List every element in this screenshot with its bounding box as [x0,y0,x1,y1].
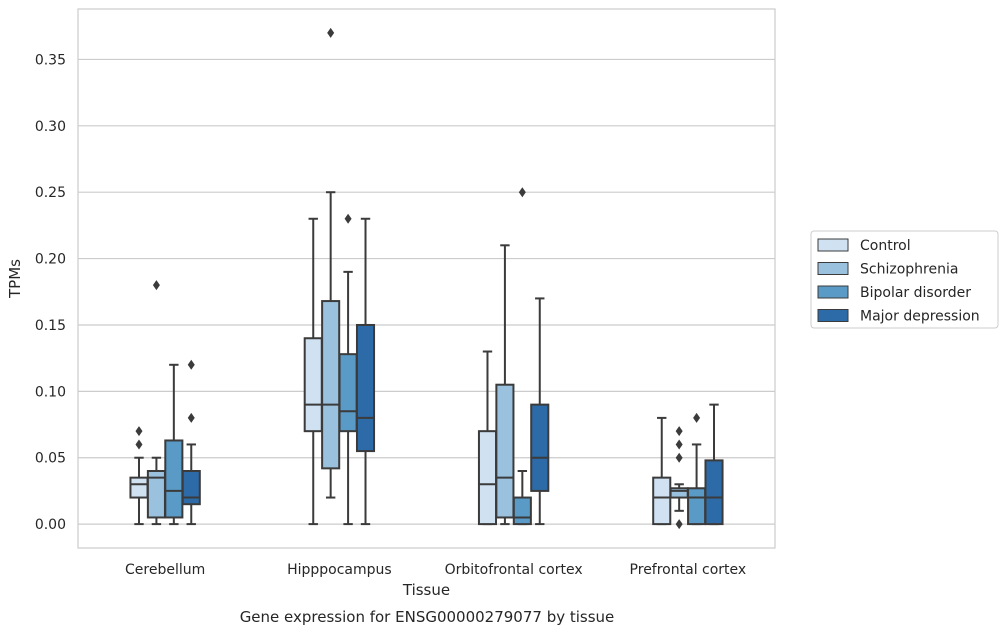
outlier-point [135,426,143,437]
y-tick-labels: 0.00 0.05 0.10 0.15 0.20 0.25 0.30 0.35 [35,52,66,533]
box-iqr [338,353,358,433]
box-series [129,27,724,530]
x-tick-label: Orbitofrontal cortex [445,562,583,578]
outlier-point [675,452,683,463]
gridlines [78,58,775,525]
outlier-point [518,187,526,198]
chart-caption: Gene expression for ENSG00000279077 by t… [240,608,615,626]
y-tick-label: 0.35 [35,52,66,68]
outlier-point [693,412,701,423]
y-tick-label: 0.20 [35,252,66,268]
legend-label: Schizophrenia [860,262,958,278]
box-control [303,217,323,526]
y-tick-label: 0.25 [35,185,66,201]
box-schizophrenia [669,426,689,530]
box-control [477,350,498,526]
legend-swatch [817,285,849,299]
legend-label: Bipolar disorder [860,285,971,301]
outlier-point [344,213,352,224]
box-major-depression [355,217,376,526]
box-major-depression [181,359,201,526]
legend-swatch [817,238,849,252]
outlier-point [675,426,683,437]
box-iqr [687,487,707,526]
y-tick-label: 0.15 [35,318,66,334]
box-iqr [704,459,724,526]
box-iqr [512,496,532,526]
outlier-point [675,439,683,450]
box-control [129,426,149,526]
outlier-point [152,280,160,291]
box-bipolar-disorder [512,187,532,526]
outlier-point [135,439,143,450]
box-iqr [181,470,201,506]
y-tick-label: 0.00 [35,517,66,533]
y-tick-label: 0.30 [35,119,66,135]
box-bipolar-disorder [164,363,184,526]
legend: Control Schizophrenia Bipolar disorder Majo… [810,230,999,329]
outlier-point [327,27,335,38]
x-tick-label: Hipppocampus [287,562,392,578]
box-control [652,416,672,526]
box-iqr [652,476,672,526]
box-iqr [477,430,498,526]
box-iqr [164,439,184,519]
box-schizophrenia [495,244,515,526]
box-bipolar-disorder [338,213,358,526]
legend-label: Major depression [860,309,980,325]
y-axis-label: TPMs [6,259,24,299]
x-axis-label: Tissue [402,581,450,599]
box-iqr [355,323,376,453]
x-tick-label: Cerebellum [125,562,205,578]
box-iqr [303,337,323,433]
box-schizophrenia [146,280,166,526]
box-iqr [495,383,515,519]
x-tick-label: Prefrontal cortex [630,562,747,578]
outlier-point [187,412,195,423]
outlier-point [187,359,195,370]
x-tick-labels: Cerebellum Hipppocampus Orbitofrontal cort… [125,562,746,578]
legend-label: Control [860,238,911,254]
box-major-depression [704,403,724,526]
box-iqr [321,300,341,470]
box-schizophrenia [321,27,341,499]
box-bipolar-disorder [687,412,707,526]
outlier-point [675,519,683,530]
plot-frame [77,8,776,549]
box-iqr [669,487,689,499]
legend-swatch [817,262,849,275]
y-tick-label: 0.05 [35,451,66,467]
box-major-depression [530,297,550,526]
legend-swatch [817,309,849,322]
legend-frame [810,230,999,329]
box-iqr [129,476,149,499]
y-tick-label: 0.10 [35,384,66,400]
box-iqr [530,403,550,492]
